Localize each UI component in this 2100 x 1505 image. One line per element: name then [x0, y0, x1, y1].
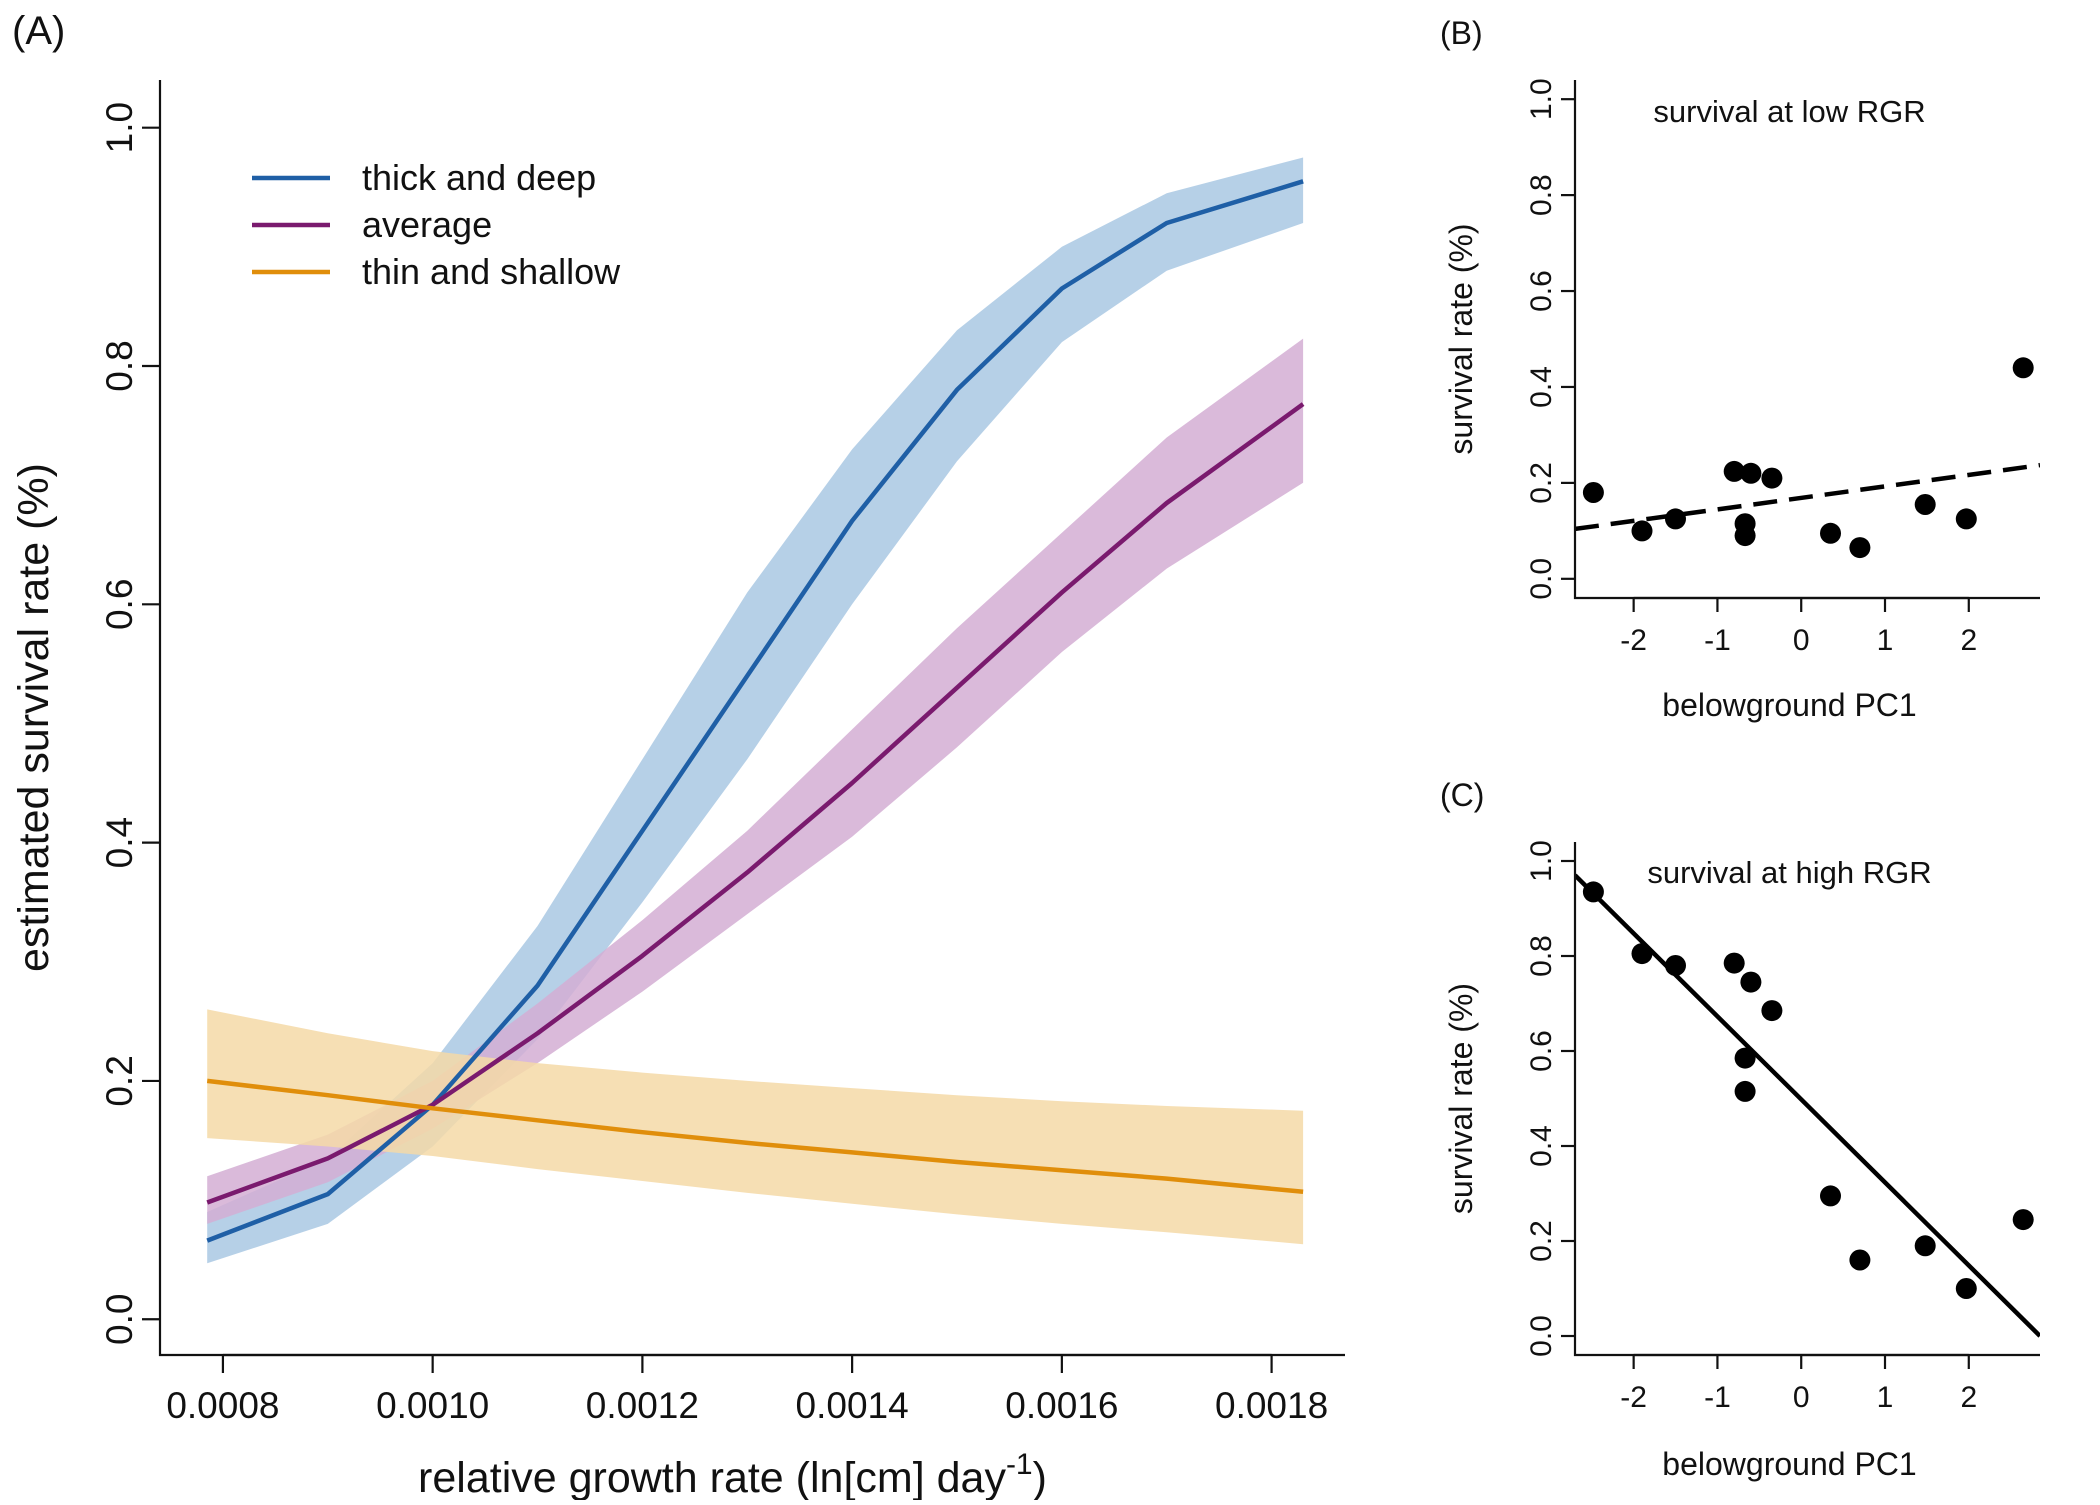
x-axis-label-main: relative growth rate (ln[cm] day [418, 1454, 1006, 1500]
panel-title: survival at low RGR [1653, 94, 1925, 129]
x-tick-label: 1 [1877, 624, 1894, 657]
data-point-12 [2012, 357, 2034, 379]
data-point-11 [1955, 1278, 1977, 1299]
x-axis-label: belowground PC1 [1662, 1446, 1916, 1482]
data-point-7 [1734, 1080, 1756, 1102]
y-tick-label: 0.0 [1525, 558, 1558, 600]
data-point-0 [1582, 881, 1604, 903]
panel-a: (A) thick and deep average thin and shallow… [10, 9, 1345, 1502]
panel-c: (C) survival at high RGR -2 -1 0 1 2 0.0 0.2 0.4 0… [1440, 777, 2040, 1482]
y-tick-label: 0.2 [1525, 1220, 1558, 1262]
panel-label: (B) [1440, 15, 1483, 51]
data-point-5 [1761, 467, 1783, 489]
x-tick-label: 0.0018 [1215, 1385, 1328, 1426]
series-line-2 [206, 1078, 1304, 1195]
y-tick-label: 0.0 [1525, 1315, 1558, 1357]
x-tick-label: -1 [1704, 1381, 1731, 1414]
series-line-1 [206, 402, 1305, 1205]
x-axis-label: relative growth rate (ln[cm] day-1) [418, 1448, 1047, 1500]
panel-title: survival at high RGR [1647, 855, 1931, 890]
plot-area [1575, 873, 2040, 1338]
y-tick-label: 1.0 [1525, 840, 1558, 882]
y-tick-label: 0.4 [99, 817, 140, 868]
x-tick-label: 2 [1960, 1381, 1977, 1414]
y-tick-label: 0.6 [1525, 270, 1558, 312]
legend: thick and deep average thin and shallow [252, 157, 621, 292]
y-axis-label: survival rate (%) [1443, 983, 1479, 1214]
x-axis-label-end: ) [1033, 1454, 1047, 1500]
y-tick-label: 0.8 [99, 340, 140, 391]
data-point-9 [1849, 1249, 1871, 1271]
data-point-5 [1761, 1000, 1783, 1022]
series-line-0 [206, 179, 1304, 1243]
panel-b: (B) survival at low RGR -2 -1 0 1 2 0.0 0.2 0.4 0.… [1440, 15, 2040, 723]
x-tick-label: -2 [1620, 624, 1647, 657]
y-tick-label: 0.8 [1525, 174, 1558, 216]
data-point-4 [1740, 971, 1762, 993]
x-axis-label-sup: -1 [1006, 1448, 1033, 1481]
legend-label-1: average [362, 204, 492, 245]
x-tick-label: 0.0010 [376, 1385, 489, 1426]
fit-line [1575, 462, 2040, 532]
x-tick-label: -2 [1620, 1381, 1647, 1414]
y-tick-label: 1.0 [1525, 78, 1558, 120]
legend-label-0: thick and deep [362, 157, 596, 198]
fit-line [1575, 873, 2040, 1338]
data-point-8 [1820, 1185, 1841, 1207]
data-point-9 [1849, 537, 1871, 559]
confidence-band-2 [207, 1009, 1304, 1245]
y-tick-label: 0.2 [1525, 462, 1558, 504]
data-point-2 [1665, 955, 1686, 976]
x-tick-label: -1 [1704, 624, 1731, 657]
axis-frame [1573, 842, 2040, 1357]
confidence-band-0 [207, 157, 1304, 1264]
data-point-10 [1914, 1235, 1936, 1257]
y-tick-label: 0.8 [1525, 935, 1558, 977]
y-axis-label: survival rate (%) [1443, 223, 1479, 454]
x-tick-label: 0.0012 [586, 1385, 699, 1426]
x-tick-label: 0 [1793, 1381, 1810, 1414]
data-point-11 [1955, 508, 1977, 530]
data-point-3 [1723, 952, 1745, 974]
x-tick-label: 0.0008 [166, 1385, 279, 1426]
data-point-0 [1582, 482, 1604, 503]
x-axis-label: belowground PC1 [1662, 687, 1916, 723]
y-tick-label: 0.6 [1525, 1030, 1558, 1072]
x-tick-label: 0.0016 [1005, 1385, 1118, 1426]
data-point-10 [1914, 494, 1936, 515]
plot-area [1575, 462, 2040, 532]
panel-label: (C) [1440, 777, 1484, 813]
data-point-8 [1820, 522, 1841, 544]
y-tick-label: 0.6 [99, 579, 140, 630]
y-tick-label: 1.0 [99, 102, 140, 153]
data-point-3 [1723, 460, 1745, 482]
data-point-1 [1631, 943, 1653, 965]
data-point-7 [1734, 525, 1756, 547]
x-tick-label: 0.0014 [796, 1385, 909, 1426]
y-tick-label: 0.0 [99, 1294, 140, 1345]
data-point-12 [2012, 1209, 2034, 1231]
x-tick-label: 2 [1960, 624, 1977, 657]
data-point-4 [1740, 462, 1762, 484]
data-point-6 [1734, 1047, 1756, 1069]
y-tick-label: 0.4 [1525, 366, 1558, 408]
data-point-1 [1631, 520, 1653, 542]
y-tick-label: 0.2 [99, 1055, 140, 1106]
y-tick-label: 0.4 [1525, 1125, 1558, 1167]
legend-label-2: thin and shallow [362, 251, 621, 292]
plot-area [206, 157, 1305, 1264]
x-tick-label: 1 [1877, 1381, 1894, 1414]
panel-label: (A) [12, 9, 65, 53]
x-tick-label: 0 [1793, 624, 1810, 657]
data-point-2 [1665, 508, 1686, 530]
y-axis-label: estimated survival rate (%) [10, 463, 58, 972]
confidence-band-1 [207, 338, 1304, 1224]
